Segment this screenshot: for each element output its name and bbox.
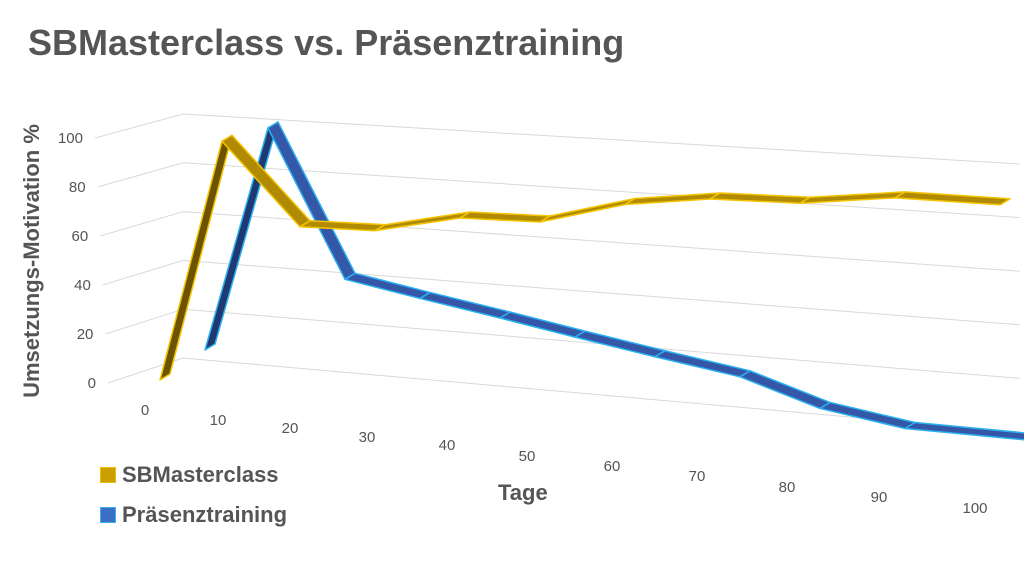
data-point: [419, 297, 421, 299]
series-segment-sbmasterclass: [299, 220, 386, 232]
x-tick-label: 100: [962, 500, 987, 517]
x-tick-label: 30: [359, 429, 376, 446]
data-point: [539, 221, 541, 223]
series-segment-präsenztraining: [419, 291, 511, 319]
gridline: [97, 162, 1021, 219]
data-point: [221, 140, 223, 142]
legend-item-sbmasterclass: SBMasterclass: [100, 455, 287, 495]
gridline: [107, 357, 1021, 433]
data-point: [267, 127, 269, 129]
gridline: [94, 113, 1021, 165]
legend-swatch-gold: [100, 467, 116, 483]
x-axis-label: Tage: [498, 480, 548, 505]
data-point: [204, 349, 206, 351]
x-tick-label: 50: [519, 448, 536, 465]
series-segment-präsenztraining: [344, 272, 431, 300]
x-tick-label: 80: [779, 479, 796, 496]
data-point: [159, 379, 161, 381]
x-tick-label: 90: [871, 489, 888, 506]
series-segment-sbmasterclass: [539, 197, 636, 223]
data-point: [459, 217, 461, 219]
data-point: [299, 226, 301, 228]
data-point: [739, 376, 741, 378]
data-point: [819, 407, 821, 409]
data-point: [344, 278, 346, 280]
series-segment-sbmasterclass: [709, 192, 811, 204]
y-tick-label: 0: [88, 375, 96, 392]
y-tick-label: 80: [69, 179, 86, 196]
data-point: [709, 198, 711, 200]
x-tick-label: 40: [439, 437, 456, 454]
y-tick-label: 60: [72, 228, 89, 245]
series-segment-sbmasterclass: [894, 191, 1011, 206]
data-point: [574, 336, 576, 338]
legend-swatch-blue: [100, 507, 116, 523]
series-segment-sbmasterclass: [159, 134, 233, 381]
data-point: [999, 204, 1001, 206]
series-segment-präsenztraining: [739, 370, 831, 410]
series-segment-sbmasterclass: [799, 191, 906, 204]
y-tick-label: 20: [77, 326, 94, 343]
series-segment-sbmasterclass: [459, 211, 551, 223]
x-tick-label: 60: [604, 458, 621, 475]
gridline: [102, 259, 1021, 326]
x-tick-label: 10: [210, 412, 227, 429]
legend-item-praesenztraining: Präsenztraining: [100, 495, 287, 535]
data-point: [904, 428, 906, 429]
series-segment-sbmasterclass: [374, 211, 471, 232]
x-tick-label: 70: [689, 468, 706, 485]
series-segment-präsenztraining: [574, 330, 666, 358]
data-point: [624, 204, 626, 205]
x-tick-label: 20: [282, 420, 299, 437]
legend-label: SBMasterclass: [122, 462, 279, 487]
y-tick-label: 100: [58, 130, 83, 147]
y-tick-label: 40: [74, 277, 91, 294]
data-point: [654, 356, 656, 358]
series-segment-präsenztraining: [499, 311, 586, 338]
x-tick-label: 0: [141, 402, 149, 419]
data-point: [499, 317, 501, 319]
legend: SBMasterclass Präsenztraining: [100, 455, 287, 535]
legend-label: Präsenztraining: [122, 502, 288, 527]
series-segment-präsenztraining: [904, 421, 1024, 441]
gridline: [100, 211, 1021, 272]
data-point: [894, 197, 896, 199]
data-point: [374, 230, 376, 232]
gridline: [105, 308, 1021, 379]
data-point: [799, 202, 801, 204]
chart-title: SBMasterclass vs. Präsenztraining: [28, 22, 625, 63]
